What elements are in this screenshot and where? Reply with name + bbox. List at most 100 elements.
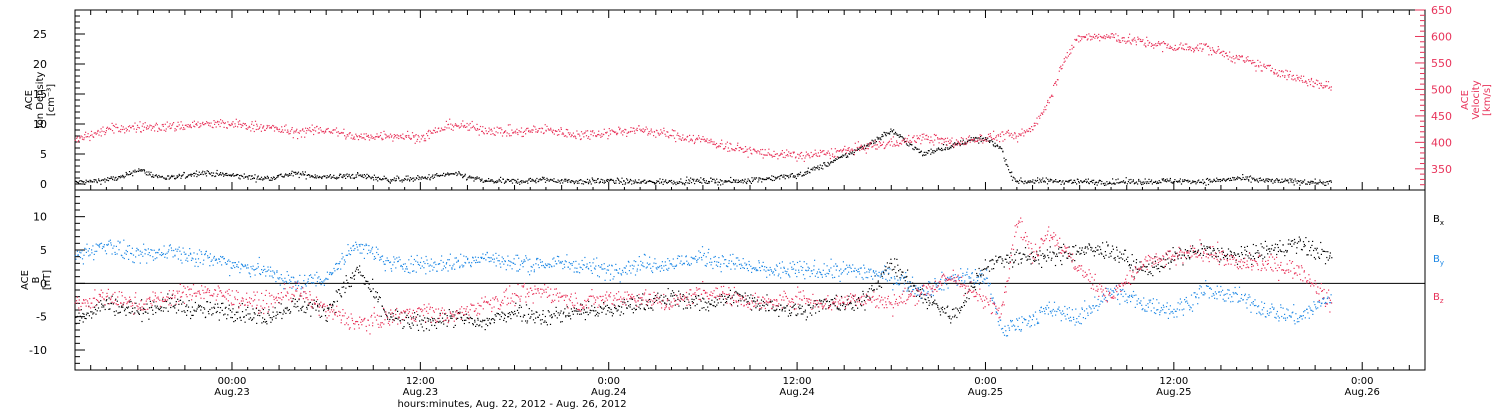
bx-point	[191, 306, 193, 308]
velocity-point	[125, 127, 127, 129]
bx-point	[237, 311, 239, 313]
density-point	[997, 145, 999, 147]
density-point	[1269, 179, 1271, 181]
velocity-point	[987, 133, 990, 135]
bx-point	[691, 301, 693, 303]
by-point	[107, 243, 109, 245]
bx-point	[457, 312, 460, 314]
density-point	[738, 181, 740, 183]
bx-point	[594, 306, 596, 309]
bx-point	[950, 322, 952, 324]
bx-point	[686, 298, 688, 300]
density-point	[301, 174, 303, 176]
by-point	[122, 256, 124, 259]
velocity-point	[416, 138, 419, 140]
velocity-point	[1124, 40, 1126, 42]
density-point	[775, 178, 777, 180]
density-point	[254, 174, 256, 176]
velocity-point	[1043, 109, 1045, 111]
bx-point	[1119, 251, 1121, 253]
density-point	[1160, 182, 1162, 184]
bx-point	[216, 310, 218, 313]
density-point	[350, 177, 352, 179]
bx-point	[192, 314, 194, 316]
density-point	[225, 173, 227, 175]
velocity-point	[964, 142, 966, 144]
velocity-point	[691, 140, 693, 142]
density-point	[817, 165, 819, 167]
bx-point	[1083, 251, 1085, 253]
velocity-point	[1252, 59, 1254, 62]
velocity-point	[513, 131, 515, 133]
by-point	[104, 250, 106, 252]
velocity-point	[608, 135, 610, 137]
bx-point	[328, 307, 330, 309]
velocity-point	[825, 154, 827, 156]
bx-point	[289, 312, 291, 314]
velocity-point	[948, 142, 950, 144]
bx-point	[1105, 254, 1107, 256]
velocity-point	[528, 130, 530, 133]
density-point	[703, 180, 705, 182]
bx-point	[698, 295, 700, 297]
velocity-point	[475, 129, 477, 131]
velocity-point	[1110, 33, 1112, 35]
density-point	[128, 171, 131, 173]
bx-point	[575, 310, 577, 312]
bx-point	[540, 323, 542, 325]
density-point	[1249, 175, 1252, 177]
density-point	[854, 149, 856, 151]
velocity-point	[81, 136, 83, 138]
velocity-point	[347, 135, 349, 137]
velocity-point	[304, 136, 306, 138]
velocity-point	[725, 143, 727, 145]
velocity-point	[1312, 81, 1314, 83]
velocity-point	[281, 129, 284, 131]
velocity-point	[246, 128, 248, 130]
bx-point	[1036, 251, 1038, 253]
velocity-point	[1000, 135, 1002, 138]
density-point	[260, 176, 263, 178]
bx-point	[304, 301, 306, 303]
panel-magnetic-frame	[74, 189, 1426, 371]
density-point	[786, 175, 788, 177]
density-point	[761, 181, 763, 183]
velocity-point	[1063, 58, 1065, 60]
bx-point	[313, 299, 315, 301]
velocity-point	[323, 130, 325, 133]
bx-point	[964, 300, 966, 302]
density-point	[538, 180, 540, 182]
bx-point	[853, 295, 855, 297]
density-point	[805, 173, 807, 175]
velocity-point	[162, 123, 164, 126]
velocity-point	[786, 154, 789, 156]
velocity-point	[894, 145, 896, 147]
bx-point	[467, 317, 469, 319]
density-point	[973, 139, 975, 141]
density-point	[690, 177, 692, 179]
bx-point	[434, 324, 436, 327]
density-point	[505, 180, 507, 182]
density-point	[1296, 182, 1298, 184]
velocity-point	[330, 132, 332, 134]
density-point	[94, 179, 96, 181]
density-point	[723, 181, 725, 183]
density-point	[204, 173, 206, 175]
bx-point	[730, 298, 732, 300]
density-point	[520, 180, 522, 182]
density-point	[685, 182, 687, 184]
velocity-point	[1174, 48, 1176, 50]
bx-point	[853, 309, 855, 311]
velocity-point	[421, 134, 423, 137]
velocity-point	[750, 152, 752, 154]
bx-point	[1157, 264, 1159, 266]
bx-point	[944, 312, 946, 314]
bx-point	[489, 323, 492, 325]
velocity-point	[705, 139, 707, 141]
density-point	[740, 181, 742, 183]
bx-point	[234, 314, 236, 316]
velocity-point	[471, 120, 473, 123]
density-point	[734, 181, 736, 183]
velocity-point	[882, 141, 885, 143]
velocity-point	[1164, 43, 1166, 45]
